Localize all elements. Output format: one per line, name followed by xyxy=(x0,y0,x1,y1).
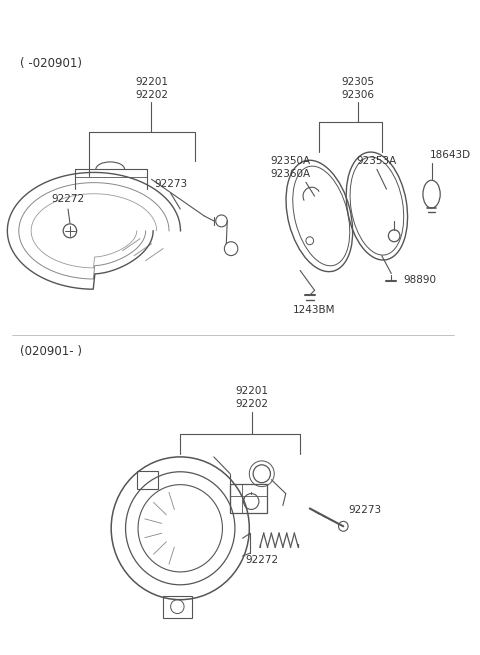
Text: 92306: 92306 xyxy=(341,90,374,100)
Text: 1243BM: 1243BM xyxy=(292,305,335,315)
Text: 98890: 98890 xyxy=(404,276,437,286)
Text: 92305: 92305 xyxy=(341,77,374,87)
Text: 92201: 92201 xyxy=(236,386,269,396)
Text: 18643D: 18643D xyxy=(430,149,471,160)
Text: 92273: 92273 xyxy=(154,179,187,189)
Bar xyxy=(230,483,266,514)
Text: 92272: 92272 xyxy=(51,194,84,204)
Text: 92360A: 92360A xyxy=(271,170,311,179)
Text: 92202: 92202 xyxy=(236,400,269,409)
Bar xyxy=(163,595,192,618)
Text: ( -020901): ( -020901) xyxy=(20,57,82,70)
Text: 92350A: 92350A xyxy=(271,157,311,166)
Text: (020901- ): (020901- ) xyxy=(20,345,82,358)
Bar xyxy=(137,471,158,489)
Text: 92353A: 92353A xyxy=(357,157,397,166)
Text: 92273: 92273 xyxy=(348,506,381,515)
Text: 92201: 92201 xyxy=(135,77,168,87)
Text: 92272: 92272 xyxy=(245,555,278,565)
Text: 92202: 92202 xyxy=(135,90,168,100)
